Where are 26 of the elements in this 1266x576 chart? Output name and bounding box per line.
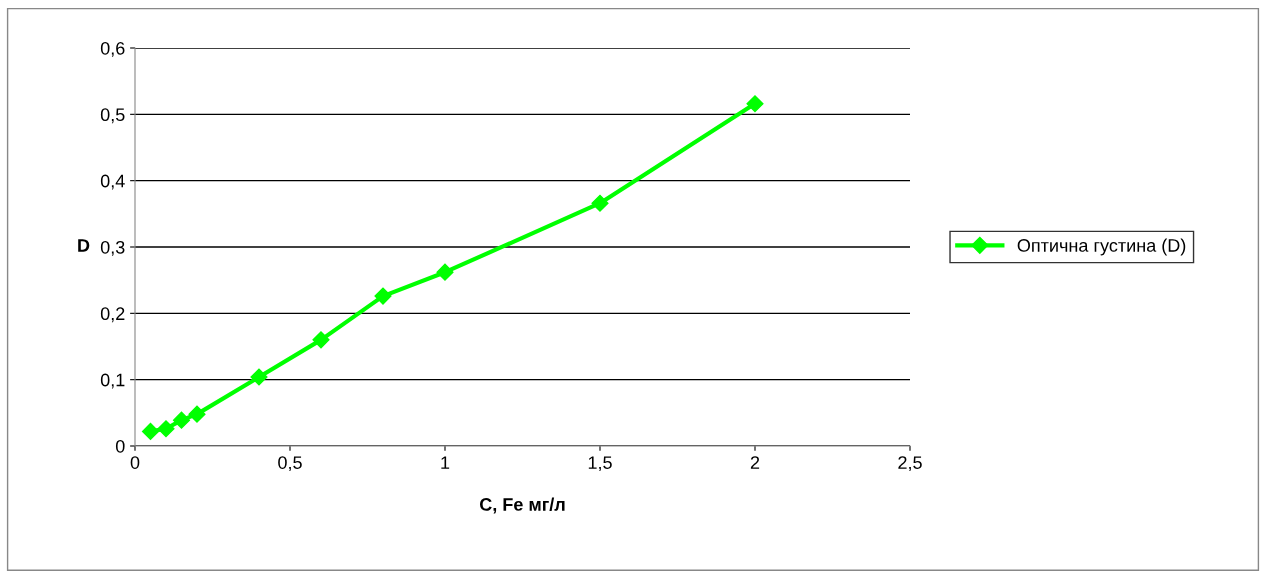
- legend-label: Оптична густина (D): [1017, 238, 1186, 256]
- x-tick-label: 1,5: [588, 456, 612, 472]
- point: [746, 95, 764, 113]
- x-tick-label: 1: [441, 456, 450, 469]
- point: [172, 411, 191, 429]
- x-tick-label: 0: [130, 456, 140, 469]
- x-tick-label: 0,5: [278, 456, 302, 472]
- y-tick-label: 0,5: [100, 108, 125, 124]
- point: [157, 420, 175, 438]
- y-tick-label: 0,1: [100, 373, 125, 389]
- y-tick-label: 0,4: [100, 174, 125, 190]
- y-tick-label: 0: [115, 439, 125, 453]
- point: [312, 331, 330, 349]
- y-tick-label: 0,2: [100, 307, 125, 323]
- y-tick-label: 0,3: [100, 240, 125, 256]
- y-tick-label: 0,6: [100, 41, 125, 57]
- x-tick-label: 2: [750, 456, 760, 469]
- point: [374, 287, 392, 305]
- point: [141, 422, 160, 440]
- point: [591, 194, 609, 212]
- x-axis-title: C, Fe мг/л: [479, 497, 565, 514]
- y-axis-title: D: [78, 239, 90, 252]
- point: [250, 368, 268, 386]
- point: [436, 263, 454, 281]
- x-tick-label: 2,5: [898, 456, 922, 472]
- point: [188, 405, 206, 423]
